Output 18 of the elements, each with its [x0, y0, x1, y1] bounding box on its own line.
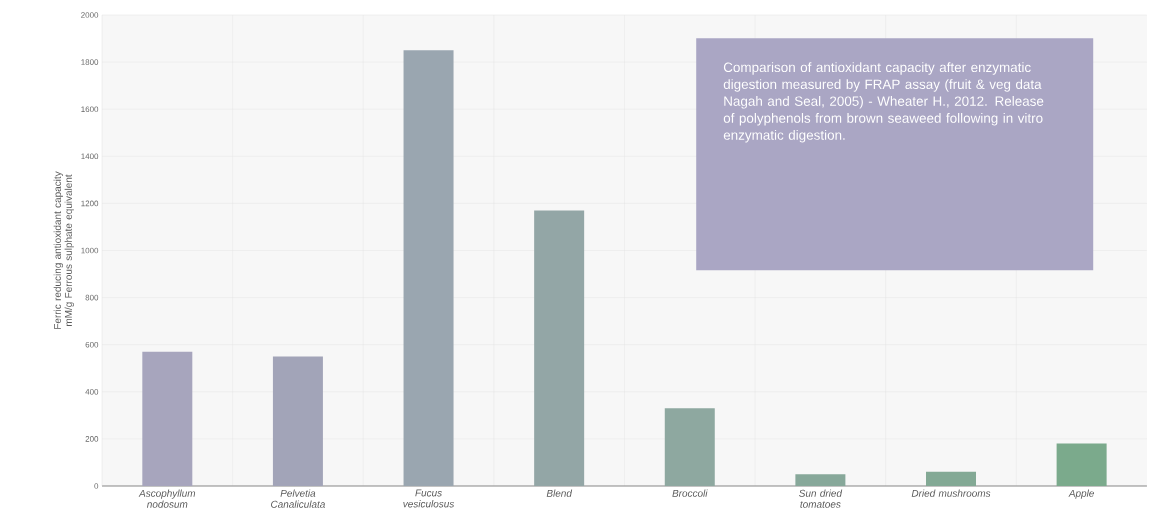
annotation: Comparison of antioxidant capacity after enzymatic digestion measured by FRAP assay (fruit & veg data Nagah and Seal, 2005) - Wheater H., 2012. Release of polyphenols from brown seaweed following in vitro enzymatic digestion.	[723, 62, 1044, 143]
bar	[926, 471, 976, 486]
bar	[534, 210, 585, 486]
x-tick-label: Pelvetia Canaliculata	[271, 489, 325, 508]
x-tick-label: Dried mushrooms	[911, 489, 991, 497]
x-tick-label: Ascophyllum nodosum	[138, 489, 196, 508]
x-tick-label: Sun dried tomatoes	[799, 489, 843, 508]
x-tick-label: Apple	[1068, 489, 1094, 499]
bar	[1056, 443, 1107, 486]
bar	[795, 474, 846, 486]
bar	[272, 356, 323, 486]
x-tick-label: Broccoli	[672, 489, 708, 497]
x-tick-label: Blend	[546, 489, 573, 497]
bar	[142, 351, 193, 486]
x-tick-label: Fucus vesiculosus	[403, 489, 455, 508]
bar	[403, 50, 454, 486]
bar	[664, 408, 715, 486]
y-axis-title: Ferric reducing antioxidant capacity mM/g Ferrous sulphate equivalent	[53, 171, 74, 329]
